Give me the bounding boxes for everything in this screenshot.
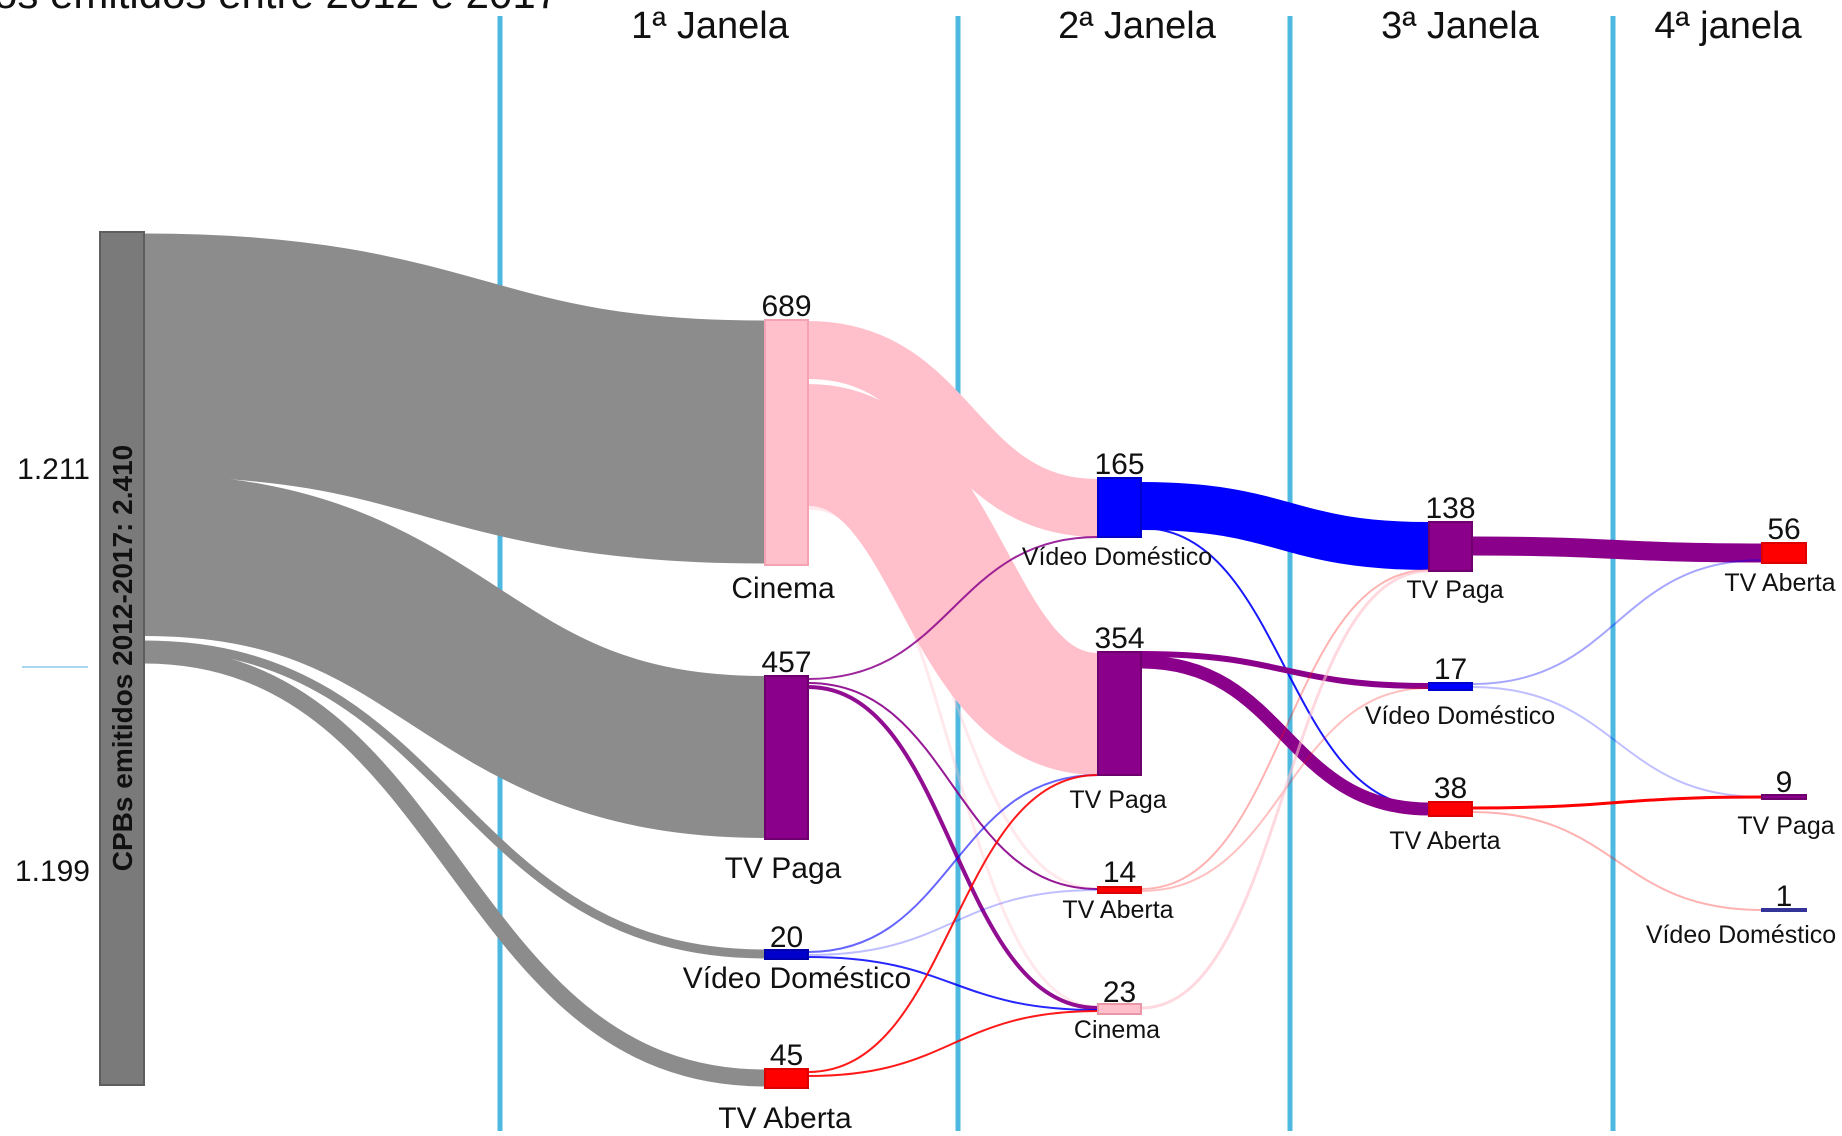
node-label-w4-tvpaga: TV Paga [1737, 812, 1834, 840]
flow-link-w1-tvpaga-to-w2-tvaberta [807, 682, 1099, 890]
node-label-w1-tvaberta: TV Aberta [718, 1102, 852, 1131]
column-title-1: 1ª Janela [631, 5, 790, 47]
node-w3-tvaberta [1428, 801, 1473, 817]
source-label: CPBs emitidos 2012-2017: 2.410 [107, 445, 138, 871]
flow-link-w1-tvpaga-to-w2-video [807, 536, 1099, 680]
node-value-w1-tvaberta: 45 [770, 1039, 803, 1072]
node-w2-tvaberta [1097, 886, 1142, 894]
node-label-w1-cinema: Cinema [731, 572, 835, 605]
flow-link-w1-cinema-to-w2-tvaberta [807, 501, 1099, 891]
column-title-3: 3ª Janela [1381, 5, 1540, 47]
node-w3-tvpaga [1428, 521, 1473, 572]
column-title-4: 4ª janela [1654, 5, 1802, 47]
node-label-w4-tvaberta: TV Aberta [1724, 569, 1835, 597]
node-value-w2-tvpaga: 354 [1094, 622, 1144, 655]
node-w4-video [1761, 908, 1807, 912]
flow-link-w3-tvaberta-to-w4-video [1471, 811, 1763, 911]
flow-link-w1-video-to-w2-cinema [807, 956, 1099, 1011]
node-w2-video [1097, 477, 1142, 538]
node-label-w3-tvpaga: TV Paga [1406, 576, 1503, 604]
flow-nodes [99, 231, 1807, 1089]
flow-link-w2-tvpaga-to-w3-tvaberta [1140, 655, 1430, 816]
node-value-w1-tvpaga: 457 [761, 646, 811, 679]
node-value-w2-cinema: 23 [1103, 976, 1136, 1009]
flow-link-w3-tvpaga-to-w4-tvaberta [1471, 536, 1763, 563]
window-dividers [22, 16, 1616, 1131]
flow-link-w2-tvaberta-to-w3-tvpaga [1140, 569, 1430, 890]
source-bar [99, 231, 145, 1086]
node-w3-video [1428, 682, 1473, 691]
node-w2-tvpaga [1097, 651, 1142, 776]
node-value-w3-tvaberta: 38 [1434, 772, 1467, 805]
node-value-w2-video: 165 [1094, 448, 1144, 481]
flow-link-w1-cinema-to-w2-cinema [807, 506, 1099, 1009]
node-w1-video [764, 949, 809, 960]
flow-link-source-to-w1-cinema [143, 233, 766, 564]
node-label-w2-tvpaga: TV Paga [1069, 786, 1166, 814]
node-w1-tvpaga [764, 675, 809, 840]
node-value-w4-video: 1 [1776, 880, 1793, 913]
flow-link-w1-video-to-w2-tvpaga [807, 774, 1099, 953]
flow-link-source-to-w1-tvpaga [143, 474, 766, 838]
flow-link-source-to-w1-video [143, 640, 766, 959]
node-value-w2-tvaberta: 14 [1103, 856, 1136, 889]
source-lower-value: 1.199 [15, 855, 90, 888]
node-w1-cinema [764, 319, 809, 566]
flow-link-w2-tvpaga-to-w3-video [1140, 651, 1430, 689]
node-label-w3-tvaberta: TV Aberta [1389, 827, 1500, 855]
node-label-w4-video: Vídeo Doméstico [1646, 921, 1836, 949]
node-value-w4-tvpaga: 9 [1776, 766, 1793, 799]
flow-link-w1-tvaberta-to-w2-tvpaga [807, 774, 1099, 1073]
flow-link-w2-video-to-w3-tvpaga [1140, 482, 1430, 570]
flow-link-w2-cinema-to-w3-tvpaga [1140, 569, 1430, 1010]
flow-link-w1-tvaberta-to-w2-cinema [807, 1010, 1099, 1077]
flow-link-w1-cinema-to-w2-tvpaga [803, 384, 1103, 775]
flow-link-w3-video-to-w4-tvpaga [1471, 686, 1763, 798]
source-upper-value: 1.211 [17, 453, 90, 486]
node-value-w1-cinema: 689 [761, 290, 811, 323]
page-title-fragment: os emitidos entre 2012 e 2017 [0, 0, 559, 17]
node-label-w2-video: Vídeo Doméstico [1022, 543, 1212, 571]
node-w4-tvaberta [1761, 542, 1807, 564]
flow-link-w1-cinema-to-w2-video [806, 321, 1100, 537]
node-value-w3-video: 17 [1434, 653, 1467, 686]
flow-labels: 1ª Janela 2ª Janela 3ª Janela 4ª janela CPBs… [15, 5, 1836, 1135]
node-w2-cinema [1097, 1003, 1142, 1015]
node-label-w3-video: Vídeo Doméstico [1365, 702, 1555, 730]
node-value-w4-tvaberta: 56 [1767, 513, 1800, 546]
node-label-w2-cinema: Cinema [1074, 1016, 1160, 1044]
flow-link-w3-video-to-w4-tvaberta [1471, 559, 1763, 685]
flow-links [143, 233, 1763, 1087]
node-w1-tvaberta [764, 1068, 809, 1089]
node-label-w1-tvpaga: TV Paga [725, 852, 842, 885]
node-label-w2-tvaberta: TV Aberta [1062, 896, 1173, 924]
flow-link-w1-tvpaga-to-w2-cinema [807, 685, 1099, 1010]
node-label-w1-video: Vídeo Doméstico [683, 962, 911, 995]
flow-link-w3-tvaberta-to-w4-tvpaga [1471, 795, 1763, 810]
node-value-w1-video: 20 [770, 921, 803, 954]
node-w4-tvpaga [1761, 794, 1807, 800]
node-value-w3-tvpaga: 138 [1425, 492, 1475, 525]
flow-link-source-to-w1-tvaberta [143, 646, 766, 1087]
column-title-2: 2ª Janela [1058, 5, 1217, 47]
